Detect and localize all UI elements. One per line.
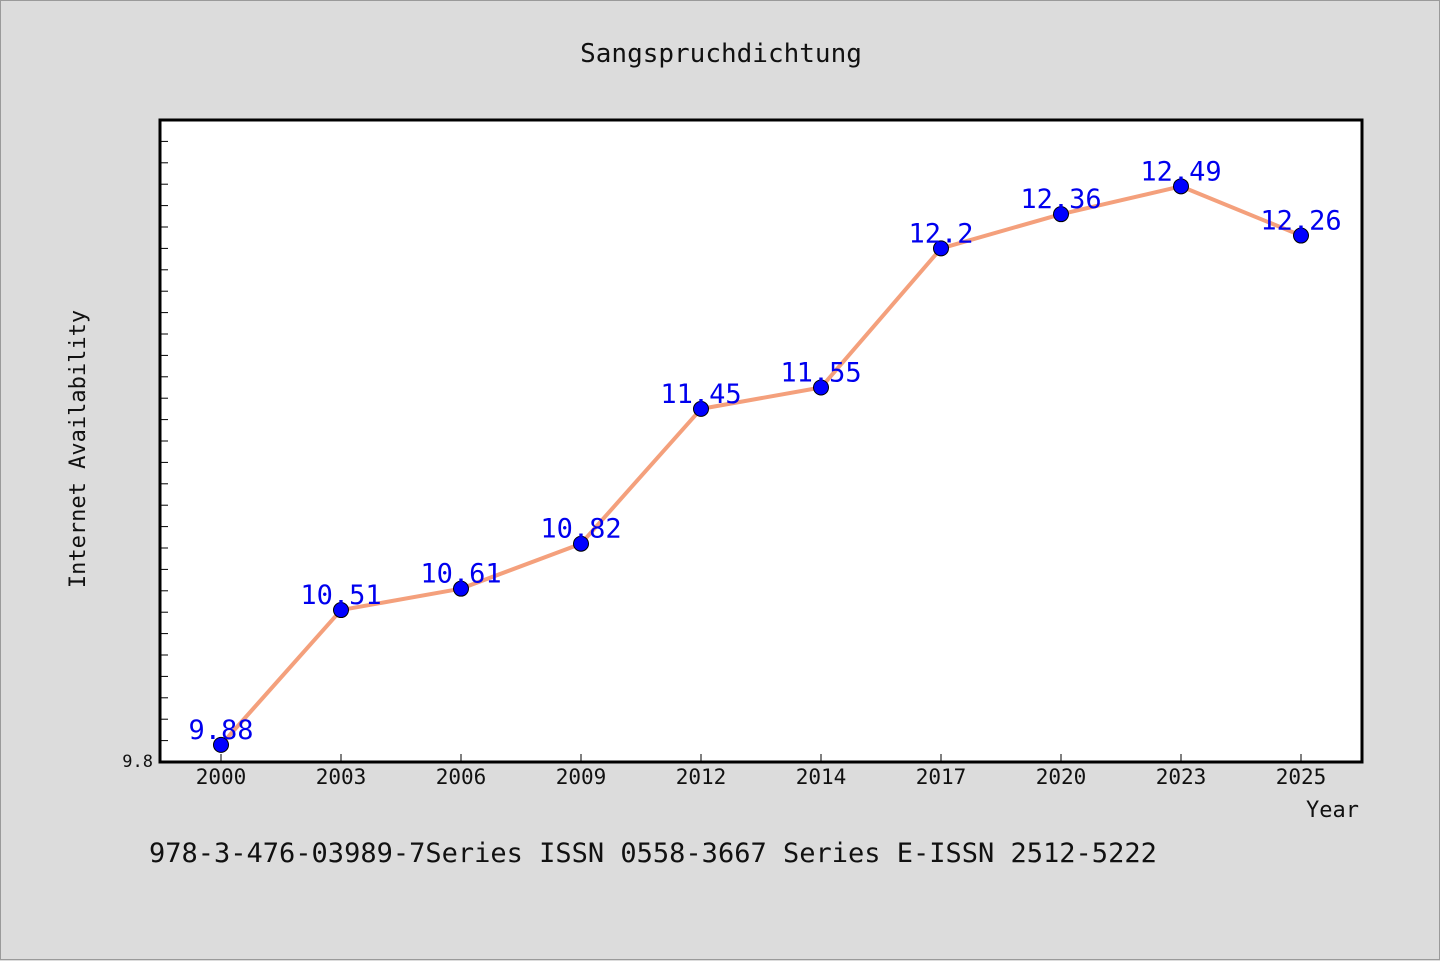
x-tick-label: 2003 — [316, 765, 367, 789]
plot-area — [158, 118, 1364, 764]
x-tick-label: 2025 — [1276, 765, 1327, 789]
x-tick-label: 2009 — [556, 765, 607, 789]
data-point — [213, 736, 229, 753]
y-axis-label: Internet Availability — [66, 310, 91, 588]
data-label: 10.51 — [300, 580, 381, 611]
x-tick-label: 2006 — [436, 765, 487, 789]
data-point — [693, 400, 709, 417]
data-point — [1293, 227, 1309, 244]
data-label: 12.49 — [1140, 156, 1221, 187]
data-point — [933, 240, 949, 257]
data-label: 12.26 — [1260, 206, 1341, 237]
data-point — [573, 535, 589, 552]
series-line-group — [219, 184, 1302, 747]
data-point — [453, 580, 469, 597]
data-label: 12.2 — [908, 218, 973, 249]
data-point — [813, 379, 829, 396]
x-axis-label: Year — [1306, 798, 1359, 823]
x-tick-label: 2020 — [1036, 765, 1087, 789]
data-labels-group: 9.88 10.51 10.61 10.82 11.45 11.55 12.2 12.36 12… — [188, 156, 1341, 746]
data-point — [333, 602, 349, 619]
x-tick-label: 2023 — [1156, 765, 1207, 789]
data-label: 10.61 — [420, 559, 501, 590]
y-tick-label: 9.8 — [122, 752, 153, 772]
series-line — [219, 184, 1302, 747]
x-tick-label: 2014 — [796, 765, 847, 789]
data-label: 12.36 — [1020, 184, 1101, 215]
data-label: 10.82 — [540, 514, 621, 545]
x-tick-label: 2000 — [196, 765, 247, 789]
data-point — [1173, 178, 1189, 195]
data-label: 11.45 — [660, 379, 741, 410]
data-label: 9.88 — [188, 715, 253, 746]
x-tick-label: 2017 — [916, 765, 967, 789]
data-point — [1053, 206, 1069, 223]
y-axis-minor-ticks — [160, 119, 168, 763]
chart-title: Sangspruchdichtung — [580, 39, 862, 69]
series-markers-group — [213, 178, 1309, 753]
x-tick-label: 2012 — [676, 765, 727, 789]
caption-text: 978-3-476-03989-7Series ISSN 0558-3667 S… — [149, 838, 1157, 869]
data-label: 11.55 — [780, 358, 861, 389]
x-axis-ticks: 2000 2003 2006 2009 2012 2014 2017 2020 2023 2025 — [196, 754, 1327, 789]
